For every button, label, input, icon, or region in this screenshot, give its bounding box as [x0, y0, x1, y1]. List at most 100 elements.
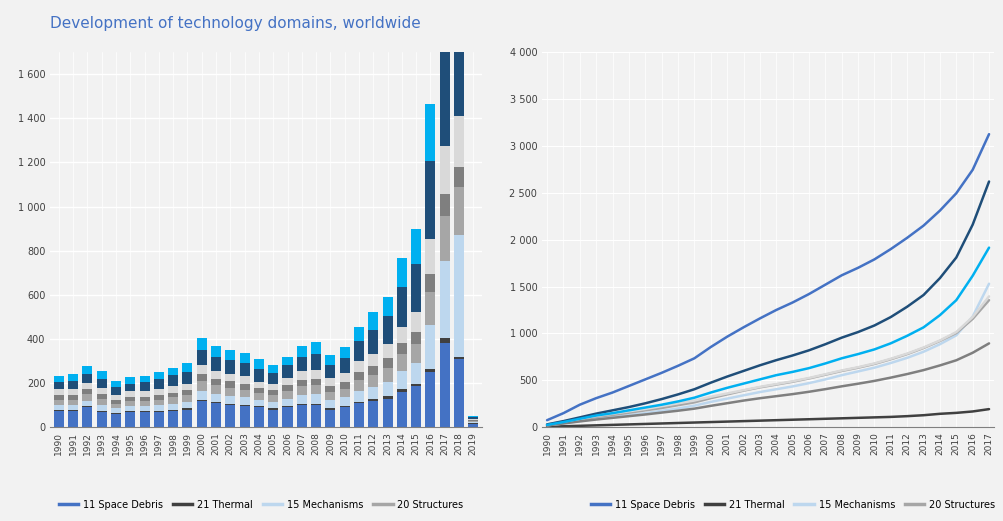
Bar [339, 346, 349, 358]
Bar [425, 325, 435, 369]
Bar [467, 416, 477, 417]
Bar [96, 411, 106, 412]
Bar [297, 387, 307, 395]
Bar [453, 359, 463, 427]
Bar [139, 391, 149, 397]
Bar [311, 342, 321, 354]
Bar [382, 296, 392, 316]
Bar [139, 412, 149, 427]
Bar [339, 407, 349, 427]
Bar [368, 366, 378, 375]
Bar [111, 414, 120, 427]
Bar [139, 406, 149, 411]
Bar [225, 405, 235, 427]
Bar [368, 399, 378, 401]
Bar [268, 402, 278, 408]
Bar [82, 394, 92, 401]
Bar [153, 405, 163, 411]
Bar [96, 412, 106, 427]
Bar [282, 391, 292, 399]
Bar [339, 389, 349, 398]
Bar [339, 398, 349, 406]
Bar [96, 399, 106, 405]
Bar [211, 402, 221, 403]
Bar [297, 405, 307, 427]
Bar [339, 382, 349, 389]
Bar [111, 394, 120, 400]
Bar [396, 327, 406, 343]
Bar [411, 363, 420, 384]
Bar [453, 116, 463, 167]
Bar [311, 394, 321, 404]
Bar [467, 424, 477, 427]
Legend: 11 Space Debris, 21 Thermal, 15 Mechanisms, 20 Structures: 11 Space Debris, 21 Thermal, 15 Mechanis… [55, 496, 467, 514]
Bar [282, 356, 292, 365]
Bar [439, 44, 449, 146]
Bar [211, 371, 221, 379]
Bar [354, 402, 364, 403]
Bar [82, 389, 92, 394]
Bar [368, 330, 378, 354]
Legend: 11 Space Debris, 21 Thermal, 15 Mechanisms, 20 Structures: 11 Space Debris, 21 Thermal, 15 Mechanis… [586, 496, 998, 514]
Bar [197, 338, 207, 350]
Bar [268, 365, 278, 373]
Bar [396, 258, 406, 287]
Bar [453, 356, 463, 359]
Bar [439, 217, 449, 260]
Bar [382, 368, 392, 382]
Bar [111, 400, 120, 404]
Bar [297, 357, 307, 371]
Bar [168, 398, 178, 404]
Bar [168, 404, 178, 410]
Bar [425, 274, 435, 292]
Bar [282, 378, 292, 386]
Bar [139, 382, 149, 391]
Bar [240, 363, 250, 377]
Bar [396, 354, 406, 371]
Bar [225, 388, 235, 396]
Bar [225, 381, 235, 388]
Bar [197, 401, 207, 427]
Bar [225, 404, 235, 405]
Bar [68, 381, 78, 389]
Bar [54, 410, 64, 411]
Bar [396, 371, 406, 389]
Bar [354, 372, 364, 380]
Bar [268, 384, 278, 390]
Bar [425, 292, 435, 325]
Bar [254, 393, 264, 400]
Bar [153, 411, 163, 412]
Bar [225, 396, 235, 404]
Bar [297, 346, 307, 357]
Bar [467, 419, 477, 420]
Bar [411, 229, 420, 264]
Bar [111, 381, 120, 387]
Bar [68, 410, 78, 411]
Bar [354, 361, 364, 372]
Bar [168, 411, 178, 427]
Bar [139, 411, 149, 412]
Bar [382, 358, 392, 368]
Bar [68, 411, 78, 427]
Bar [282, 407, 292, 427]
Bar [54, 395, 64, 400]
Bar [396, 389, 406, 392]
Bar [183, 395, 193, 402]
Bar [297, 395, 307, 404]
Bar [282, 365, 292, 378]
Bar [439, 0, 449, 44]
Bar [82, 382, 92, 389]
Bar [125, 406, 135, 411]
Bar [82, 401, 92, 406]
Bar [211, 403, 221, 427]
Bar [111, 408, 120, 413]
Bar [125, 411, 135, 412]
Bar [453, 187, 463, 235]
Bar [125, 383, 135, 391]
Bar [411, 344, 420, 363]
Bar [382, 316, 392, 344]
Bar [254, 388, 264, 393]
Bar [439, 194, 449, 217]
Bar [96, 388, 106, 394]
Bar [183, 384, 193, 390]
